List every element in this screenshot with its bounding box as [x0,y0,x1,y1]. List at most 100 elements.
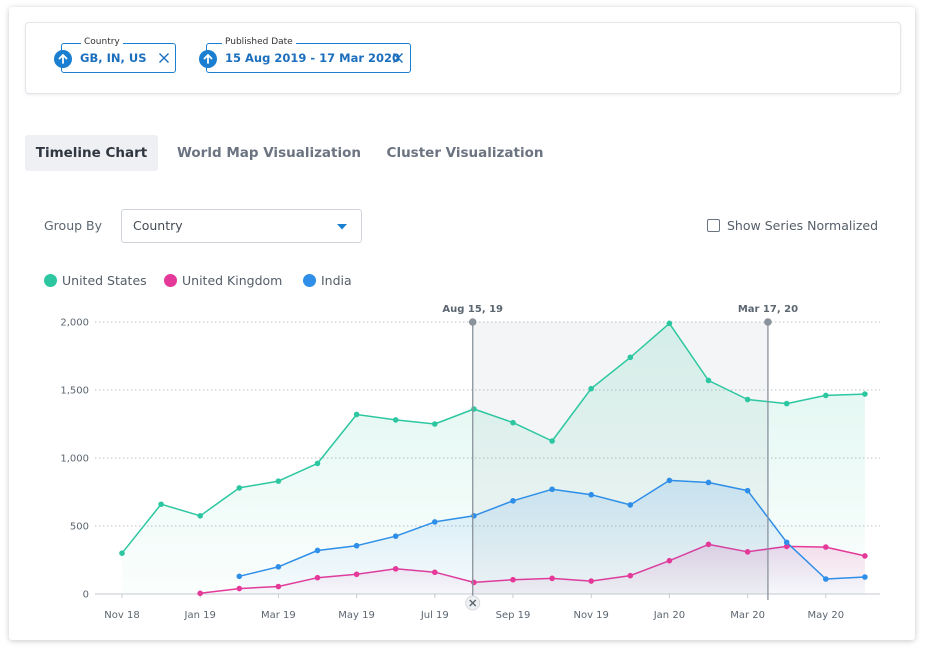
data-point-us [392,417,399,423]
data-point-in [236,573,243,580]
normalize-checkbox[interactable] [707,219,720,232]
data-point-in [392,533,399,539]
data-point-uk [275,583,282,590]
group-by-value: Country [133,218,183,233]
data-point-uk [862,553,868,559]
data-point-uk [353,571,360,578]
clear-range-button[interactable] [465,595,481,611]
filter-chip-country[interactable]: Country GB, IN, US [54,36,176,73]
data-point-us [666,320,673,327]
legend-label: United States [62,273,147,288]
data-point-us [744,396,751,403]
data-point-uk [432,569,438,576]
x-tick-label: May 19 [338,610,375,621]
data-point-us [862,391,868,397]
filter-chip-label: Country [81,36,123,48]
data-point-us [353,411,360,418]
data-point-in [744,487,751,494]
data-point-us [119,550,125,556]
data-point-uk [744,549,751,555]
y-tick-label: 0 [83,590,89,601]
close-icon[interactable] [392,52,404,64]
data-point-us [823,392,829,399]
data-point-uk [666,557,673,564]
data-point-us [236,485,243,491]
tab-cluster-visualization[interactable]: Cluster Visualization [386,145,544,161]
data-point-uk [392,566,399,572]
data-point-in [862,574,868,580]
data-point-us [275,478,282,484]
legend-dot [303,274,316,287]
arrow-up-icon[interactable] [54,50,72,68]
group-by-select[interactable]: Country [121,209,362,243]
data-point-us [158,501,164,508]
legend-label: India [321,273,352,288]
data-point-us [197,513,203,519]
filter-bar: Country GB, IN, US Published Date 15 Aug… [25,22,901,94]
data-point-in [275,564,282,570]
data-point-in [666,477,673,484]
range-marker-handle [468,318,477,326]
y-tick-label: 1,500 [60,386,89,397]
legend-dot [44,274,57,287]
y-tick-label: 1,000 [60,454,89,465]
data-point-in [588,491,594,498]
data-point-in [510,498,516,504]
data-point-in [314,547,321,554]
data-point-uk [314,574,321,581]
data-point-us [432,421,438,427]
group-by-label: Group By [44,218,103,233]
x-tick-label: Nov 19 [573,610,608,621]
data-point-us [783,400,790,407]
data-point-us [471,406,477,412]
legend-label: United Kingdom [182,273,283,288]
y-tick-label: 500 [70,522,89,533]
filter-chip-value: GB, IN, US [80,51,147,65]
data-point-in [823,576,829,582]
data-point-us [549,438,555,444]
data-point-in [627,502,634,508]
x-tick-label: Nov 18 [104,610,139,621]
data-point-in [783,539,790,546]
filter-chip-label: Published Date [222,36,296,48]
data-point-in [549,486,555,493]
data-point-uk [197,590,203,597]
x-tick-label: May 20 [808,610,845,621]
range-marker-label: Mar 17, 20 [738,304,798,315]
filter-chip-published-date[interactable]: Published Date 15 Aug 2019 - 17 Mar 2020 [199,36,411,73]
caret-down-icon [337,224,347,230]
tab-timeline-chart[interactable]: Timeline Chart [25,135,158,171]
x-tick-label: Jan 20 [653,610,685,621]
range-marker-label: Aug 15, 19 [442,304,503,315]
data-point-uk [823,544,829,550]
close-icon [469,599,477,607]
x-tick-label: Mar 20 [730,610,765,621]
series-line-us [121,322,865,554]
data-point-in [705,479,712,486]
x-tick-label: Jul 19 [420,610,449,621]
data-point-us [627,354,634,361]
data-point-us [510,419,516,426]
tab-world-map-visualization[interactable]: World Map Visualization [176,145,362,161]
data-point-us [588,385,594,392]
x-tick-label: Jan 19 [184,610,216,621]
data-point-uk [471,579,477,586]
filter-chip-value: 15 Aug 2019 - 17 Mar 2020 [225,51,401,65]
data-point-uk [588,578,594,584]
close-icon[interactable] [158,52,170,64]
data-point-uk [705,541,712,548]
data-point-in [471,513,477,519]
data-point-us [314,460,321,467]
y-tick-label: 2,000 [60,318,89,329]
series-area-in [239,480,865,594]
data-point-uk [783,543,790,550]
x-tick-label: Sep 19 [496,610,531,621]
data-point-uk [236,585,243,592]
data-point-in [432,519,438,525]
x-tick-label: Mar 19 [261,610,296,621]
normalize-label: Show Series Normalized [727,218,879,233]
arrow-up-icon[interactable] [199,50,217,68]
legend-dot [164,274,177,287]
data-point-uk [510,576,516,583]
